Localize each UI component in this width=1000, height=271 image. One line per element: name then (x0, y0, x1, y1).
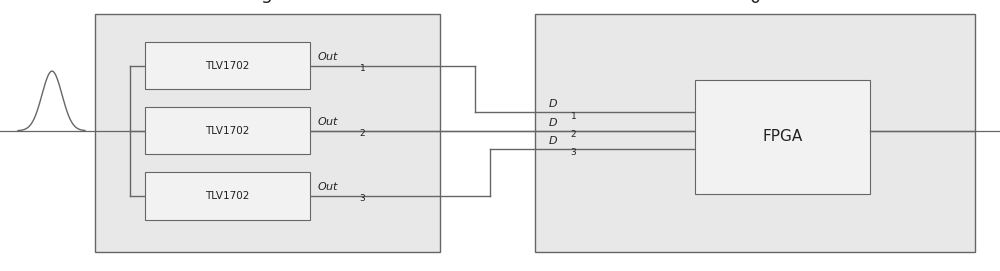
Bar (535, 14, 975, 252)
Bar (145, 172, 310, 220)
Text: FPGA: FPGA (762, 129, 803, 144)
Bar (145, 42, 310, 89)
Text: TLV1702: TLV1702 (205, 61, 250, 71)
Text: $\mathit{2}$: $\mathit{2}$ (359, 127, 366, 138)
Text: $\mathit{1}$: $\mathit{1}$ (359, 62, 366, 73)
Text: $\mathit{3}$: $\mathit{3}$ (570, 146, 577, 157)
Text: 5: 5 (262, 0, 273, 7)
Bar (95, 14, 440, 252)
Text: $\mathit{Out}$: $\mathit{Out}$ (317, 50, 340, 62)
Text: TLV1702: TLV1702 (205, 126, 250, 136)
Bar (695, 80, 870, 194)
Text: $\mathit{2}$: $\mathit{2}$ (570, 128, 577, 139)
Text: $\mathit{1}$: $\mathit{1}$ (570, 110, 577, 121)
Text: $\mathit{D}$: $\mathit{D}$ (548, 97, 558, 109)
Text: $\mathit{D}$: $\mathit{D}$ (548, 134, 558, 146)
Text: 6: 6 (750, 0, 760, 7)
Text: $\mathit{Out}$: $\mathit{Out}$ (317, 180, 340, 192)
Text: $\mathit{D}$: $\mathit{D}$ (548, 115, 558, 128)
Text: $\mathit{3}$: $\mathit{3}$ (359, 192, 366, 203)
Text: TLV1702: TLV1702 (205, 191, 250, 201)
Bar (145, 107, 310, 154)
Text: $\mathit{Out}$: $\mathit{Out}$ (317, 115, 340, 127)
